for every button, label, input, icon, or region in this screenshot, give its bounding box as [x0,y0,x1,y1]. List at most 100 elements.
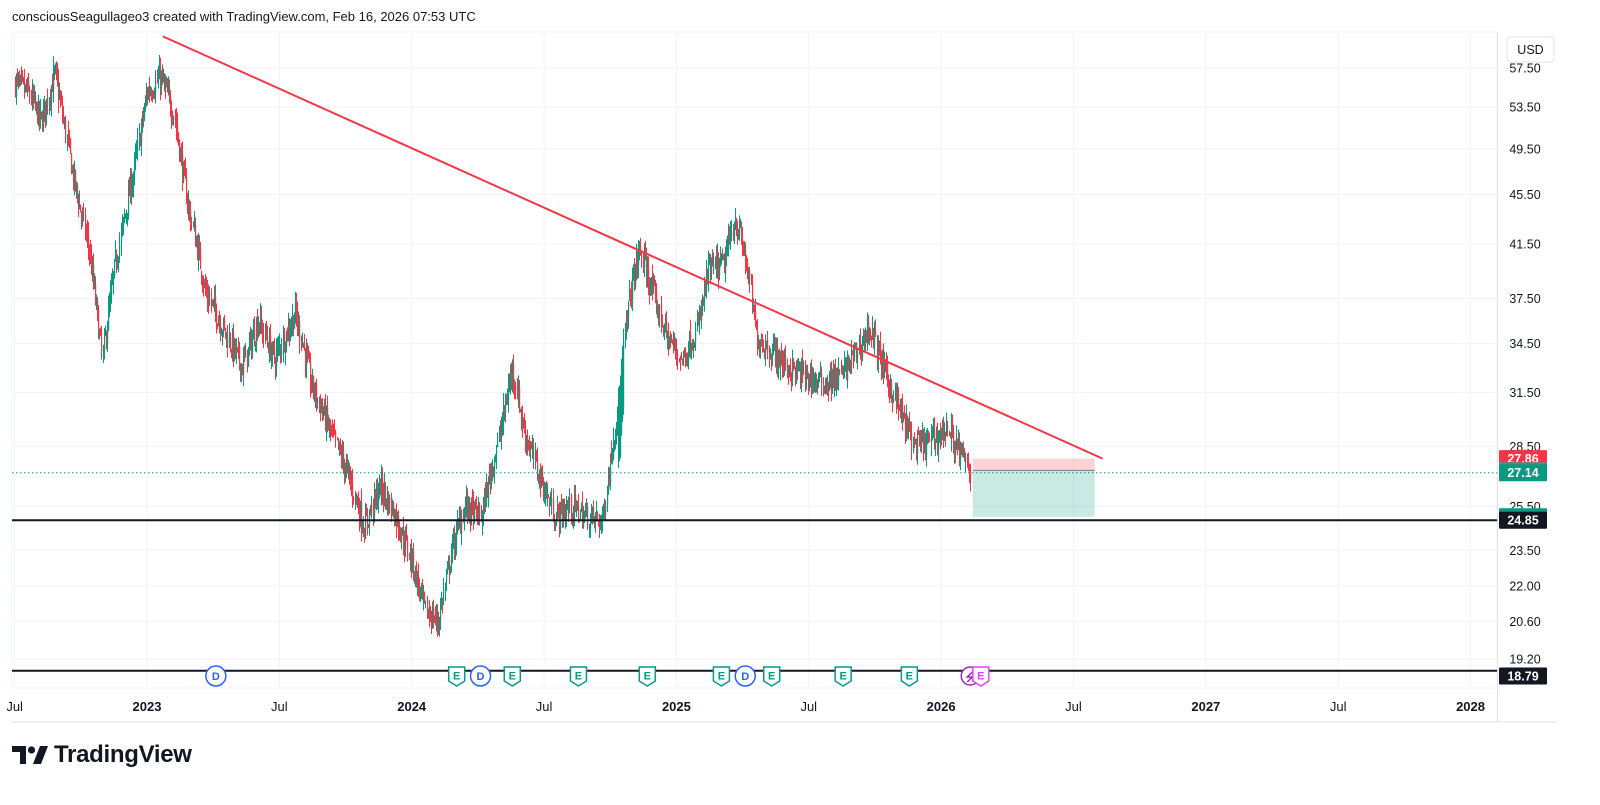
candle-body [182,153,184,181]
candle-body [497,438,499,447]
y-tick-label: 34.50 [1509,337,1540,351]
candle-body [969,470,971,473]
candle-down [811,359,813,399]
earnings-event-marker[interactable]: E [569,666,588,687]
candle-body [440,606,442,622]
candle-up [255,341,257,352]
position-tool[interactable] [972,458,1095,517]
candle-body [99,331,101,337]
candle-body [724,253,726,273]
candle-up [547,482,549,507]
candle-body [306,351,308,366]
candle-body [645,253,647,259]
candle-body [850,359,852,367]
candle-down [655,279,657,304]
candle-body [411,551,413,566]
candle-down [352,468,354,508]
candle-body [860,340,862,350]
x-tick-label: 2026 [927,699,956,714]
candle-up [523,417,525,429]
candle-body [428,612,430,619]
candle-body [541,469,543,487]
candle-down [777,337,779,378]
candle-down [47,88,49,115]
dividend-event-marker[interactable]: D [469,665,492,687]
candle-up [55,63,57,75]
candle-body [420,587,422,593]
candle-body [756,325,758,330]
candle-body [553,499,555,521]
candle-down [925,432,927,461]
earnings-event-marker[interactable]: E [638,666,657,687]
candle-body [898,394,900,409]
candle-body [293,315,295,330]
take-profit-zone[interactable] [972,470,1095,517]
candle-down [627,309,629,332]
candle-up [647,256,649,288]
candle-down [877,334,879,371]
dividend-event-marker[interactable]: D [734,665,756,687]
candle-body [72,167,74,172]
candle-body [67,135,69,141]
candle-body [321,406,323,414]
candle-body [700,315,702,318]
candle-body [897,394,899,405]
candle-body [672,339,674,344]
candle-down [662,314,664,328]
candle-up [671,333,673,344]
candle-body [741,228,743,241]
candle-body [202,279,204,284]
candle-up [278,335,280,356]
candle-down [361,488,363,542]
candle-up [218,315,220,327]
candle-down [351,470,353,497]
candle-body [833,368,835,383]
stop-loss-zone[interactable] [972,458,1095,471]
candle-body [347,463,349,466]
candle-up [348,459,350,480]
candle-body [790,369,792,374]
candle-up [688,341,690,370]
earnings-event-marker[interactable]: E [503,666,522,687]
candle-down [90,239,92,265]
candle-body [686,353,688,363]
candle-up [936,426,938,443]
candle-down [684,347,686,358]
candle-body [967,457,969,467]
candle-body [472,499,474,503]
candle-body [571,495,573,515]
candle-up [617,406,619,436]
candle-down [215,284,217,323]
candle-body [544,493,546,499]
earnings-event-marker[interactable]: E [712,666,731,687]
price-axis[interactable]: 57.5053.5049.5045.5041.5037.5034.5031.50… [1497,32,1541,722]
candle-body [488,475,490,500]
candle-body [727,247,729,253]
time-axis[interactable]: Jul 2023 Jul 2024 Jul 2025 Jul 2026 Jul 2027 Jul 20… [6,699,1556,723]
candle-down [914,432,916,448]
candle-body [871,336,873,338]
candle-down [700,306,702,321]
y-tick-label: 22.00 [1509,579,1540,593]
candle-body [540,471,542,487]
candle-body [319,397,321,402]
earnings-event-marker[interactable]: E [900,666,919,687]
candle-body [801,363,803,387]
downtrend-line[interactable] [162,35,1103,460]
earnings-event-marker[interactable]: E [762,666,781,687]
tradingview-logo[interactable]: TradingView [12,741,192,769]
currency-button[interactable]: USD [1506,36,1555,63]
dividend-event-marker[interactable]: D [205,665,227,687]
candle-down [182,141,184,191]
candle-body [184,163,186,170]
candle-up [150,86,152,97]
earnings-event-marker[interactable]: E [972,666,990,687]
candle-up [133,171,135,198]
earnings-event-marker[interactable]: E [447,666,466,687]
earnings-event-marker[interactable]: E [834,666,852,687]
candle-body [502,423,504,429]
candle-down [749,266,751,293]
candle-body [23,78,25,81]
